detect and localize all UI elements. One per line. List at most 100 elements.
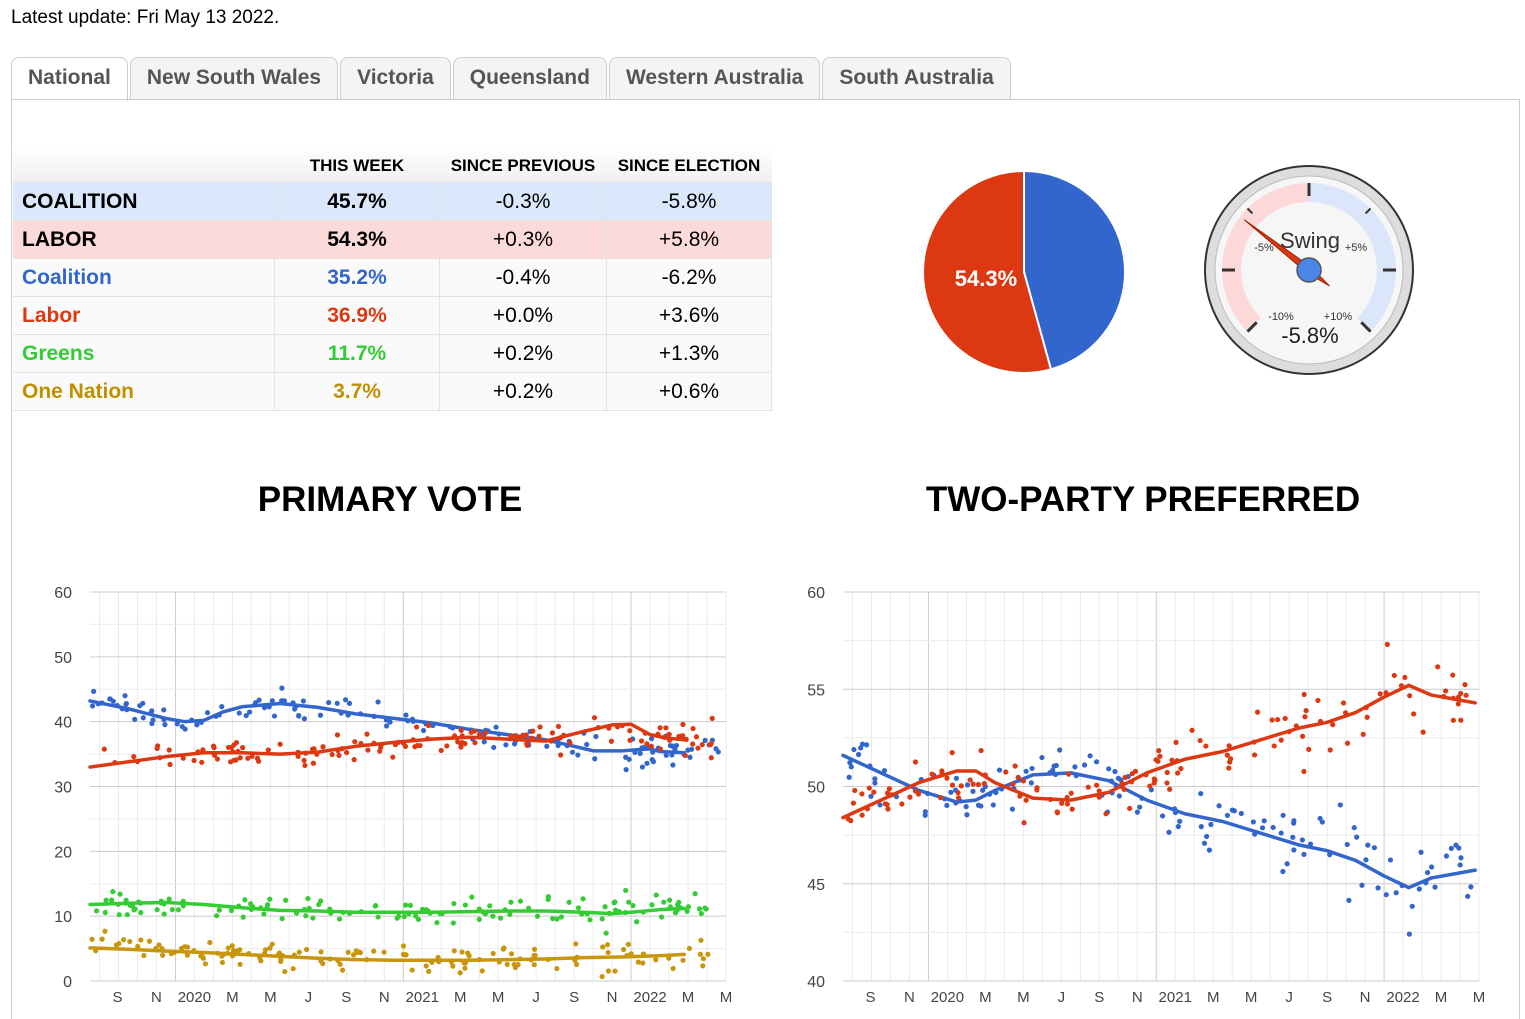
data-point xyxy=(1337,802,1343,808)
data-point xyxy=(939,768,945,774)
data-point xyxy=(508,951,515,957)
data-point xyxy=(640,960,646,966)
data-point xyxy=(156,942,162,948)
data-point xyxy=(975,781,982,788)
trend-line xyxy=(841,683,1477,820)
data-point xyxy=(1411,711,1417,717)
data-point xyxy=(214,913,220,919)
data-point xyxy=(661,899,667,905)
data-point xyxy=(377,748,383,754)
data-point xyxy=(462,741,468,747)
tab-queensland[interactable]: Queensland xyxy=(452,57,607,99)
x-tick-label: 2021 xyxy=(1159,989,1192,1006)
data-point xyxy=(1402,674,1408,680)
data-point xyxy=(342,697,349,703)
y-tick-label: 40 xyxy=(54,715,72,732)
data-point xyxy=(949,782,956,788)
data-point xyxy=(1383,892,1389,898)
trend-line xyxy=(88,900,686,916)
data-point xyxy=(482,730,489,736)
data-point xyxy=(214,756,221,762)
since-previous-value: +0.0% xyxy=(439,296,607,335)
data-point xyxy=(545,894,551,900)
data-point xyxy=(1458,855,1464,861)
data-point xyxy=(1116,793,1122,799)
data-point xyxy=(455,739,461,745)
region-tabs: National New South Wales Victoria Queens… xyxy=(11,57,1013,101)
data-point xyxy=(1020,778,1027,784)
data-point xyxy=(271,713,278,719)
data-point xyxy=(116,912,122,918)
data-point xyxy=(638,738,645,744)
data-point xyxy=(1028,780,1034,786)
data-point xyxy=(558,914,565,920)
data-point xyxy=(267,896,273,902)
data-point xyxy=(1039,754,1045,761)
since-election-value: -6.2% xyxy=(606,258,772,297)
tab-victoria[interactable]: Victoria xyxy=(340,57,451,99)
y-tick-label: 45 xyxy=(807,877,825,894)
gauge-tick-label: +5% xyxy=(1345,242,1368,254)
data-point xyxy=(1081,762,1088,768)
data-point xyxy=(626,756,632,762)
data-point xyxy=(1066,771,1072,777)
tab-south-australia[interactable]: South Australia xyxy=(822,57,1011,99)
since-election-value: +5.8% xyxy=(606,220,772,259)
data-point xyxy=(1155,758,1161,764)
x-tick-label: S xyxy=(569,989,579,1006)
data-point xyxy=(507,911,513,918)
data-point xyxy=(402,902,409,908)
data-point xyxy=(1069,806,1075,812)
this-week-value: 45.7% xyxy=(274,182,440,221)
data-point xyxy=(593,733,599,740)
data-point xyxy=(1177,818,1183,824)
data-point xyxy=(451,900,457,907)
data-point xyxy=(575,752,581,758)
tab-national[interactable]: National xyxy=(11,57,128,101)
data-point xyxy=(390,754,396,760)
data-point xyxy=(451,948,457,954)
data-point xyxy=(955,790,961,796)
data-point xyxy=(269,941,275,947)
data-point xyxy=(93,908,100,914)
data-point xyxy=(949,750,955,756)
data-point xyxy=(567,740,573,746)
data-point xyxy=(426,968,432,974)
data-point xyxy=(699,742,705,748)
table-row: One Nation 3.7% +0.2% +0.6% xyxy=(13,372,772,411)
x-tick-label: M xyxy=(492,989,505,1006)
tab-western-australia[interactable]: Western Australia xyxy=(608,57,821,99)
data-point xyxy=(1189,727,1195,733)
data-point xyxy=(687,754,693,760)
data-point xyxy=(371,948,377,954)
data-point xyxy=(684,908,690,914)
data-point xyxy=(1064,801,1071,807)
data-point xyxy=(648,743,655,749)
data-point xyxy=(237,755,243,761)
data-point xyxy=(627,737,633,743)
data-point xyxy=(554,965,560,972)
this-week-value: 3.7% xyxy=(274,372,440,411)
data-point xyxy=(639,764,646,770)
data-point xyxy=(167,761,173,768)
data-point xyxy=(466,953,472,959)
x-tick-label: J xyxy=(305,989,313,1006)
data-point xyxy=(1224,812,1230,818)
table-row: Labor 36.9% +0.0% +3.6% xyxy=(13,296,772,335)
data-point xyxy=(89,703,96,709)
data-point xyxy=(491,744,497,751)
data-point xyxy=(166,896,172,902)
data-point xyxy=(403,952,409,958)
x-tick-label: M xyxy=(682,989,695,1006)
data-point xyxy=(872,776,878,782)
data-point xyxy=(211,745,217,751)
data-point xyxy=(204,710,211,716)
x-tick-label: N xyxy=(379,989,390,1006)
data-point xyxy=(1156,748,1162,754)
data-point xyxy=(1121,786,1127,792)
tab-new-south-wales[interactable]: New South Wales xyxy=(129,57,339,99)
data-point xyxy=(850,800,857,806)
data-point xyxy=(425,722,432,729)
x-tick-label: M xyxy=(454,989,467,1006)
data-point xyxy=(623,887,629,894)
